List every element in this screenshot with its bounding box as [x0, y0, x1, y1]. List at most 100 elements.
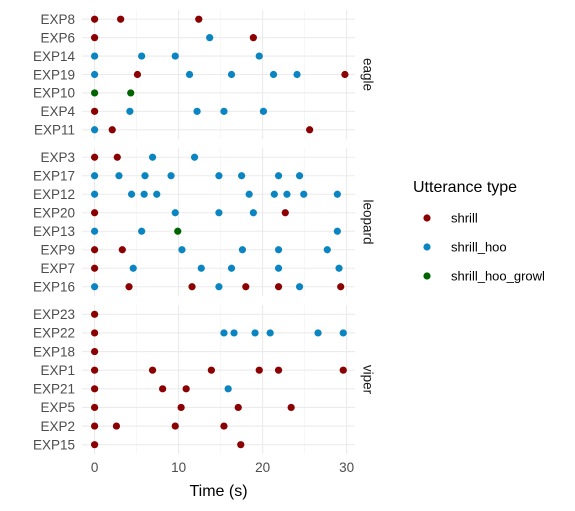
data-point-shrill_hoo: [220, 329, 228, 337]
data-point-shrill_hoo: [259, 107, 268, 115]
data-point-shrill_hoo: [206, 34, 214, 42]
data-point-shrill_hoo: [266, 329, 274, 337]
data-point-shrill: [195, 15, 203, 23]
data-point-shrill_hoo: [215, 209, 223, 217]
data-point-shrill: [91, 310, 99, 318]
data-point-shrill_hoo: [269, 70, 278, 79]
data-point-shrill: [274, 283, 283, 291]
data-point-shrill_hoo: [335, 264, 343, 272]
data-point-shrill: [337, 283, 345, 291]
data-point-shrill_hoo: [323, 246, 331, 254]
data-point-shrill_hoo: [193, 107, 201, 115]
y-tick-label: EXP15: [33, 437, 75, 452]
y-tick-label: EXP1: [40, 363, 75, 378]
data-point-shrill: [91, 15, 99, 23]
data-point-shrill_hoo: [171, 52, 179, 60]
data-point-shrill_hoo: [138, 227, 146, 235]
data-point-shrill_hoo: [190, 153, 199, 161]
data-point-shrill: [242, 283, 250, 291]
legend-key-shrill_hoo: [423, 243, 431, 251]
data-point-shrill: [207, 366, 215, 374]
y-tick-label: EXP18: [33, 344, 75, 359]
data-point-shrill_hoo: [283, 190, 291, 198]
data-point-shrill_hoo: [126, 107, 134, 115]
data-point-shrill: [287, 403, 295, 412]
facet-panel-eagle: EXP8 EXP6 EXP14 EXP19 EXP10 EXP4 EXP11 eagle: [33, 10, 376, 139]
y-tick-label: EXP6: [40, 30, 75, 45]
y-tick-label: EXP5: [40, 400, 75, 415]
data-point-shrill: [339, 366, 347, 374]
data-point-shrill: [91, 403, 99, 412]
data-point-shrill_hoo: [245, 190, 253, 198]
data-point-shrill_hoo: [148, 153, 157, 161]
data-point-shrill: [91, 246, 99, 254]
data-point-shrill_hoo: [333, 227, 341, 235]
y-tick-label: EXP2: [40, 419, 75, 434]
data-point-shrill_hoo: [295, 172, 304, 180]
data-point-shrill: [159, 385, 167, 393]
data-point-shrill_hoo: [230, 329, 238, 337]
data-point-shrill_hoo: [91, 190, 99, 198]
data-point-shrill_hoo: [129, 264, 137, 272]
data-point-shrill: [133, 70, 142, 79]
data-point-shrill_hoo: [171, 209, 179, 217]
y-tick-label: EXP23: [33, 307, 75, 322]
y-tick-label: EXP14: [33, 49, 76, 64]
data-point-shrill_hoo: [274, 264, 283, 272]
legend: Utterance type shrill shrill_hoo shrill_ho…: [413, 179, 545, 284]
data-point-shrill_hoo: [215, 172, 223, 180]
data-point-shrill_hoo: [227, 70, 236, 79]
x-axis-title: Time (s): [189, 483, 247, 500]
legend-key-shrill_hoo_growl: [423, 272, 431, 280]
data-point-shrill: [118, 246, 126, 254]
data-point-shrill: [117, 15, 125, 23]
y-tick-label: EXP17: [33, 169, 75, 184]
legend-label: shrill_hoo: [451, 240, 507, 255]
data-point-shrill: [341, 70, 349, 79]
data-point-shrill_hoo_growl: [127, 89, 135, 97]
data-point-shrill_hoo: [333, 190, 341, 198]
legend-label: shrill: [451, 211, 478, 226]
data-point-shrill_hoo: [178, 246, 186, 254]
data-point-shrill: [220, 422, 228, 430]
x-tick-label: 0: [91, 460, 99, 475]
data-point-shrill: [125, 283, 133, 291]
data-point-shrill_hoo: [167, 172, 175, 180]
y-tick-label: EXP10: [33, 86, 75, 101]
facet-strip-label: viper: [361, 365, 376, 395]
data-point-shrill: [91, 385, 99, 393]
data-point-shrill_hoo: [274, 246, 283, 254]
y-tick-label: EXP3: [40, 150, 75, 165]
data-point-shrill: [91, 366, 99, 374]
y-tick-label: EXP9: [40, 243, 75, 258]
y-tick-label: EXP19: [33, 67, 75, 82]
y-tick-label: EXP13: [33, 224, 75, 239]
y-tick-label: EXP16: [33, 280, 75, 295]
data-point-shrill: [281, 209, 289, 217]
y-tick-label: EXP12: [33, 187, 75, 202]
x-tick-label: 20: [255, 460, 270, 475]
data-point-shrill_hoo: [141, 172, 149, 180]
data-point-shrill: [112, 422, 121, 430]
data-point-shrill: [255, 366, 263, 374]
x-tick-label: 10: [171, 460, 186, 475]
facet-strip-label: eagle: [361, 58, 376, 91]
data-point-shrill: [249, 34, 257, 42]
data-point-shrill_hoo: [227, 264, 236, 272]
legend-label: shrill_hoo_growl: [451, 269, 545, 284]
data-point-shrill_hoo: [295, 283, 304, 291]
facet-panels: EXP8EXP6EXP14EXP19EXP10EXP4EXP11eagleEXP…: [33, 10, 376, 454]
legend-key-shrill: [423, 214, 431, 222]
data-point-shrill: [91, 264, 99, 272]
data-point-shrill: [274, 366, 283, 374]
data-point-shrill_hoo: [115, 172, 123, 180]
data-point-shrill: [91, 441, 99, 449]
data-point-shrill_hoo_growl: [91, 89, 99, 97]
data-point-shrill: [171, 422, 179, 430]
y-tick-label: EXP22: [33, 326, 75, 341]
data-point-shrill: [182, 385, 190, 393]
data-point-shrill_hoo: [314, 329, 322, 337]
data-point-shrill: [234, 403, 242, 412]
data-point-shrill_hoo: [140, 190, 148, 198]
facet-panel-viper: EXP23 EXP22 EXP18 EXP1 EXP21 EXP5 EXP2 EXP15 vip…: [33, 305, 376, 454]
